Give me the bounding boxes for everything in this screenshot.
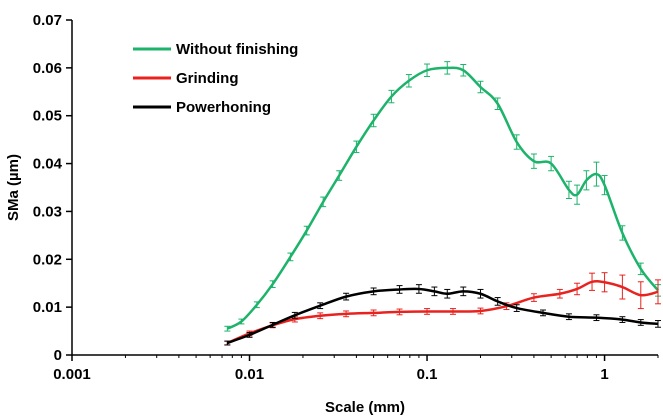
series-grinding [224,272,661,346]
legend-label: Without finishing [176,41,298,58]
y-tick-label: 0.05 [33,108,62,125]
y-tick-label: 0.07 [33,12,62,29]
y-tick-label: 0.01 [33,299,62,316]
y-tick-label: 0.06 [33,60,62,77]
legend-label: Grinding [176,70,239,87]
series-line [226,287,659,345]
y-tick-label: 0.03 [33,203,62,220]
series-powerhoning [224,284,661,346]
legend-label: Powerhoning [176,99,271,116]
legend: Without finishing Grinding Powerhoning [133,41,298,116]
x-axis-title: Scale (mm) [325,399,405,416]
x-tick-label: 0.01 [235,366,264,383]
x-tick-label: 0.001 [53,366,91,383]
plot-series [224,61,661,346]
y-tick-label: 0.02 [33,251,62,268]
y-tick-label: 0.04 [33,156,63,173]
series-without-finishing [224,61,661,332]
axes: 0 0.01 0.02 0.03 0.04 0.05 0.06 0.07 0.001 0.01 0.… [33,12,659,383]
series-line [226,279,659,345]
series-line [226,66,659,330]
y-axis-title: SMa (µm) [5,154,22,221]
y-tick-label: 0 [54,347,62,364]
x-tick-label: 0.1 [417,366,438,383]
x-tick-label: 1 [600,366,608,383]
